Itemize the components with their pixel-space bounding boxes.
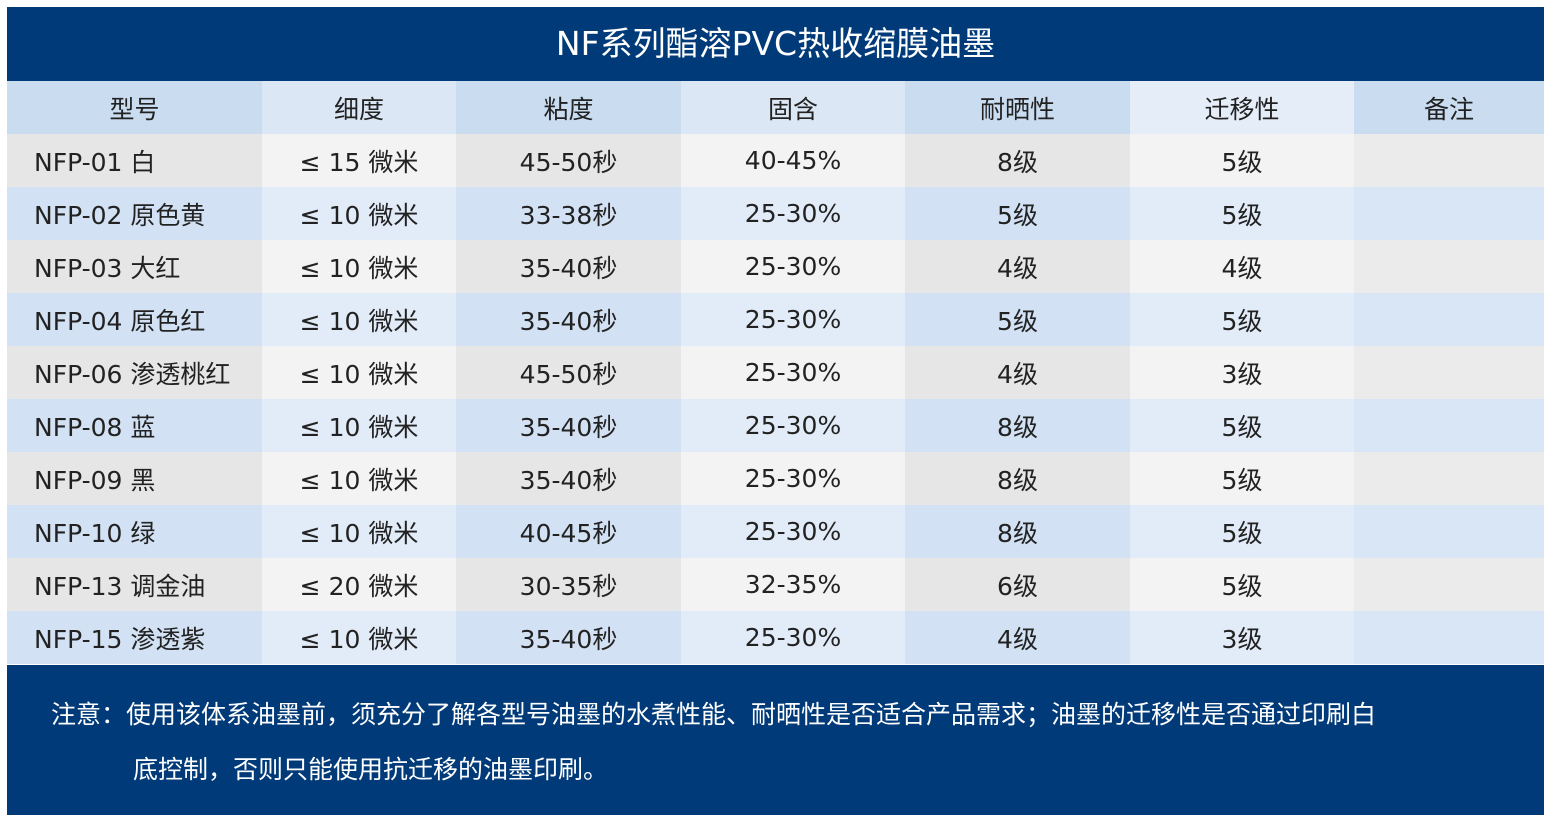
cell-solid-content: 25-30% [681,505,905,558]
cell-viscosity: 30-35秒 [456,558,681,611]
cell-viscosity: 45-50秒 [456,134,681,187]
cell-viscosity: 35-40秒 [456,452,681,505]
cell-solid-content: 25-30% [681,187,905,240]
cell-migration: 5级 [1130,293,1354,346]
cell-remarks [1354,134,1544,187]
table-row: NFP-10 绿 ≤ 10 微米 40-45秒 25-30% 8级 5级 [7,505,1544,558]
cell-remarks [1354,505,1544,558]
table-row: NFP-03 大红 ≤ 10 微米 35-40秒 25-30% 4级 4级 [7,240,1544,293]
cell-model: NFP-13 调金油 [7,558,262,611]
ink-spec-sheet: NF系列酯溶PVC热收缩膜油墨 型号 细度 粘度 固含 耐晒性 迁移性 备注 [7,7,1544,815]
cell-solid-content: 25-30% [681,293,905,346]
usage-note: 注意：使用该体系油墨前，须充分了解各型号油墨的水煮性能、耐晒性是否适合产品需求；… [7,665,1544,815]
spec-table-body: NFP-01 白 ≤ 15 微米 45-50秒 40-45% 8级 5级 NFP… [7,134,1544,664]
cell-solid-content: 32-35% [681,558,905,611]
table-row: NFP-02 原色黄 ≤ 10 微米 33-38秒 25-30% 5级 5级 [7,187,1544,240]
cell-model: NFP-04 原色红 [7,293,262,346]
cell-solid-content: 25-30% [681,346,905,399]
table-row: NFP-13 调金油 ≤ 20 微米 30-35秒 32-35% 6级 5级 [7,558,1544,611]
cell-fineness: ≤ 10 微米 [262,346,456,399]
cell-fineness: ≤ 10 微米 [262,399,456,452]
table-row: NFP-01 白 ≤ 15 微米 45-50秒 40-45% 8级 5级 [7,134,1544,187]
cell-lightfastness: 8级 [905,134,1130,187]
cell-remarks [1354,399,1544,452]
cell-solid-content: 25-30% [681,452,905,505]
cell-migration: 4级 [1130,240,1354,293]
cell-lightfastness: 8级 [905,452,1130,505]
spec-table-header: 型号 细度 粘度 固含 耐晒性 迁移性 备注 [7,81,1544,134]
cell-model: NFP-08 蓝 [7,399,262,452]
cell-migration: 5级 [1130,399,1354,452]
cell-fineness: ≤ 10 微米 [262,505,456,558]
header-viscosity: 粘度 [456,81,681,134]
header-migration: 迁移性 [1130,81,1354,134]
cell-viscosity: 40-45秒 [456,505,681,558]
cell-lightfastness: 8级 [905,399,1130,452]
cell-lightfastness: 4级 [905,611,1130,664]
sheet-title: NF系列酯溶PVC热收缩膜油墨 [7,7,1544,81]
cell-model: NFP-02 原色黄 [7,187,262,240]
cell-migration: 5级 [1130,452,1354,505]
cell-lightfastness: 4级 [905,346,1130,399]
cell-remarks [1354,611,1544,664]
cell-viscosity: 45-50秒 [456,346,681,399]
cell-migration: 5级 [1130,558,1354,611]
cell-fineness: ≤ 10 微米 [262,240,456,293]
cell-model: NFP-03 大红 [7,240,262,293]
cell-remarks [1354,293,1544,346]
header-fineness: 细度 [262,81,456,134]
cell-lightfastness: 4级 [905,240,1130,293]
header-remarks: 备注 [1354,81,1544,134]
cell-remarks [1354,187,1544,240]
cell-remarks [1354,240,1544,293]
table-row: NFP-09 黑 ≤ 10 微米 35-40秒 25-30% 8级 5级 [7,452,1544,505]
cell-fineness: ≤ 20 微米 [262,558,456,611]
table-row: NFP-06 渗透桃红 ≤ 10 微米 45-50秒 25-30% 4级 3级 [7,346,1544,399]
cell-fineness: ≤ 10 微米 [262,452,456,505]
cell-solid-content: 25-30% [681,611,905,664]
header-lightfastness: 耐晒性 [905,81,1130,134]
cell-model: NFP-09 黑 [7,452,262,505]
cell-remarks [1354,558,1544,611]
cell-solid-content: 25-30% [681,399,905,452]
cell-model: NFP-06 渗透桃红 [7,346,262,399]
cell-viscosity: 35-40秒 [456,293,681,346]
cell-lightfastness: 5级 [905,293,1130,346]
cell-remarks [1354,346,1544,399]
cell-migration: 3级 [1130,611,1354,664]
note-line-1: 注意：使用该体系油墨前，须充分了解各型号油墨的水煮性能、耐晒性是否适合产品需求；… [51,700,1377,729]
cell-viscosity: 33-38秒 [456,187,681,240]
header-solid-content: 固含 [681,81,905,134]
cell-fineness: ≤ 10 微米 [262,187,456,240]
cell-model: NFP-01 白 [7,134,262,187]
cell-solid-content: 40-45% [681,134,905,187]
cell-lightfastness: 6级 [905,558,1130,611]
cell-migration: 3级 [1130,346,1354,399]
cell-solid-content: 25-30% [681,240,905,293]
cell-fineness: ≤ 10 微米 [262,293,456,346]
cell-remarks [1354,452,1544,505]
cell-fineness: ≤ 15 微米 [262,134,456,187]
table-row: NFP-04 原色红 ≤ 10 微米 35-40秒 25-30% 5级 5级 [7,293,1544,346]
note-line-2: 底控制，否则只能使用抗迁移的油墨印刷。 [133,755,609,784]
spec-table: 型号 细度 粘度 固含 耐晒性 迁移性 备注 NFP-01 白 ≤ 15 微米 … [7,81,1544,664]
cell-migration: 5级 [1130,505,1354,558]
cell-migration: 5级 [1130,134,1354,187]
header-model: 型号 [7,81,262,134]
cell-fineness: ≤ 10 微米 [262,611,456,664]
table-row: NFP-08 蓝 ≤ 10 微米 35-40秒 25-30% 8级 5级 [7,399,1544,452]
header-row: 型号 细度 粘度 固含 耐晒性 迁移性 备注 [7,81,1544,134]
cell-viscosity: 35-40秒 [456,611,681,664]
cell-viscosity: 35-40秒 [456,399,681,452]
cell-model: NFP-10 绿 [7,505,262,558]
table-row: NFP-15 渗透紫 ≤ 10 微米 35-40秒 25-30% 4级 3级 [7,611,1544,664]
cell-migration: 5级 [1130,187,1354,240]
cell-model: NFP-15 渗透紫 [7,611,262,664]
cell-lightfastness: 8级 [905,505,1130,558]
cell-lightfastness: 5级 [905,187,1130,240]
cell-viscosity: 35-40秒 [456,240,681,293]
